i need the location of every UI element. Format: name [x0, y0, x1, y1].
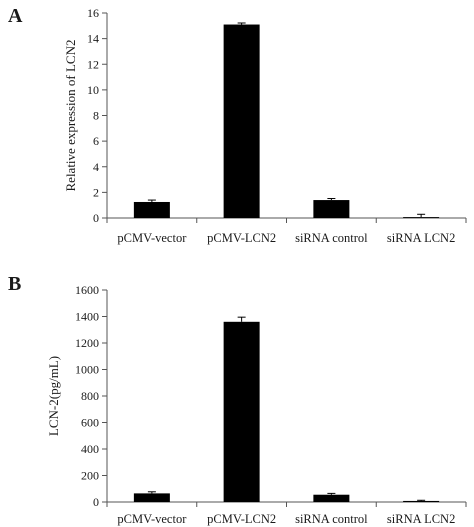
y-tick-label: 600 [81, 416, 99, 430]
y-axis-title: Relative expression of LCN2 [63, 40, 78, 192]
y-tick-label: 8 [93, 109, 99, 123]
bar-sirna-control [313, 494, 350, 502]
panel-label: A [8, 5, 23, 27]
x-category-label: siRNA control [295, 512, 368, 526]
y-tick-label: 14 [87, 32, 99, 46]
y-tick-label: 10 [87, 83, 99, 97]
bar-pcmv-lcn2 [223, 321, 260, 502]
x-category-label: pCMV-vector [117, 231, 187, 245]
bar-sirna-control [313, 200, 350, 218]
x-category-label: pCMV-vector [117, 512, 187, 526]
y-tick-label: 12 [87, 57, 99, 71]
bar-sirna-lcn2 [403, 217, 440, 218]
y-tick-label: 1600 [75, 283, 99, 297]
x-category-label: siRNA LCN2 [387, 512, 455, 526]
x-category-label: siRNA LCN2 [387, 231, 455, 245]
y-tick-label: 1000 [75, 363, 99, 377]
x-category-label: pCMV-LCN2 [207, 512, 276, 526]
bar-sirna-lcn2 [403, 500, 440, 502]
y-tick-label: 2 [93, 185, 99, 199]
panel-label: B [8, 273, 21, 295]
chart-panel-b: B 0 200 400 600 800 1000 1200 1400 1600 LCN-2(pg/m… [8, 273, 467, 526]
bar-pcmv-vector [133, 201, 170, 218]
y-tick-label: 4 [93, 160, 99, 174]
y-tick-label: 6 [93, 134, 99, 148]
y-axis-title: LCN-2(pg/mL) [46, 356, 61, 436]
x-category-label: pCMV-LCN2 [207, 231, 276, 245]
bar-pcmv-vector [133, 493, 170, 502]
bar-pcmv-lcn2 [223, 24, 260, 218]
x-category-label: siRNA control [295, 231, 368, 245]
y-tick-label: 1200 [75, 336, 99, 350]
y-tick-label: 200 [81, 469, 99, 483]
y-tick-label: 0 [93, 495, 99, 509]
y-tick-label: 800 [81, 389, 99, 403]
chart-panel-a: A 0 2 4 6 8 10 12 14 16 Relative expression of LCN… [8, 5, 467, 245]
y-tick-label: 0 [93, 211, 99, 225]
y-tick-label: 16 [87, 6, 99, 20]
y-tick-label: 1400 [75, 310, 99, 324]
y-tick-label: 400 [81, 442, 99, 456]
